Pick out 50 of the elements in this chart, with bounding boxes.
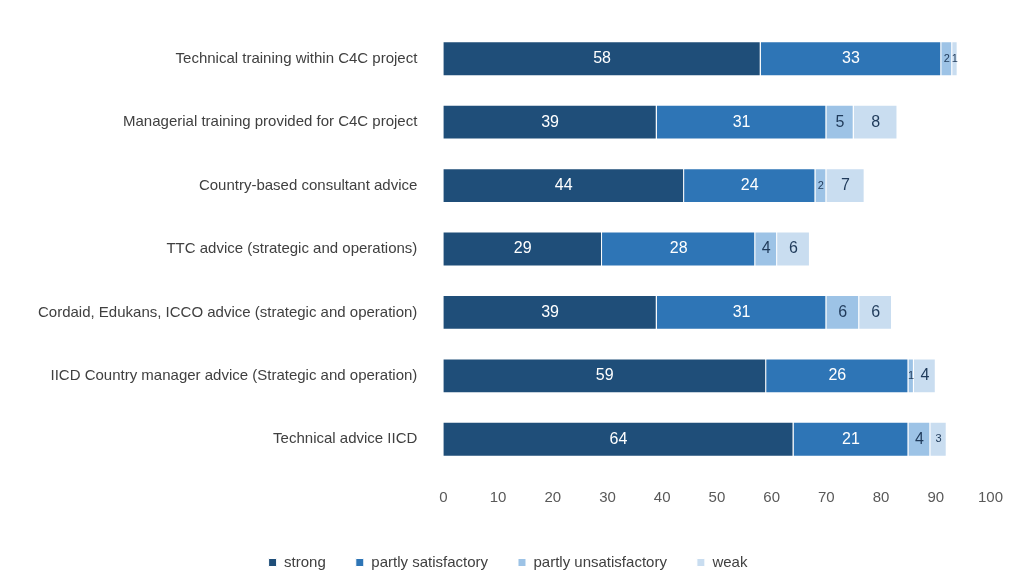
- y-tick-label: Technical training within C4C project: [175, 48, 419, 66]
- data-label: 6: [871, 302, 881, 320]
- x-tick-label: 0: [439, 488, 448, 506]
- legend-label: partly satisfactory: [371, 552, 489, 570]
- x-tick-label: 30: [599, 488, 616, 506]
- legend-label: partly unsatisfactory: [533, 552, 668, 570]
- data-label: 1: [951, 51, 958, 64]
- data-label: 26: [828, 366, 847, 384]
- x-tick-label: 90: [927, 488, 945, 506]
- data-label: 39: [541, 112, 560, 130]
- x-tick-label: 60: [763, 488, 780, 506]
- x-tick-label: 10: [489, 488, 507, 506]
- legend-label: weak: [711, 552, 748, 570]
- x-tick-label: 50: [708, 488, 726, 506]
- y-tick-label: Managerial training provided for C4C project: [123, 112, 419, 130]
- data-label: 29: [513, 239, 532, 257]
- y-tick-label: TTC advice (strategic and operations): [166, 239, 418, 257]
- x-tick-label: 40: [653, 488, 671, 506]
- legend-label: strong: [284, 552, 326, 570]
- data-label: 5: [835, 112, 845, 130]
- data-label: 21: [842, 429, 860, 447]
- y-tick-label: IICD Country manager advice (Strategic and operation): [50, 366, 418, 383]
- data-label: 33: [842, 49, 860, 67]
- data-label: 7: [841, 175, 851, 193]
- data-label: 6: [789, 239, 799, 257]
- x-tick-label: 70: [818, 488, 835, 506]
- x-tick-label: 100: [977, 488, 1003, 506]
- data-label: 31: [732, 302, 751, 320]
- x-tick-label: 80: [872, 488, 890, 506]
- data-label: 44: [554, 175, 573, 193]
- data-label: 1: [908, 368, 915, 381]
- data-label: 8: [871, 112, 881, 130]
- data-label: 39: [541, 302, 560, 320]
- data-label: 2: [817, 178, 824, 191]
- data-label: 2: [943, 51, 950, 64]
- data-label: 4: [761, 239, 771, 257]
- y-tick-label: Technical advice IICD: [273, 429, 418, 447]
- data-label: 24: [740, 175, 759, 193]
- data-label: 64: [609, 429, 628, 447]
- x-tick-label: 20: [544, 488, 562, 506]
- data-label: 3: [935, 432, 942, 445]
- data-label: 58: [593, 49, 612, 67]
- data-label: 59: [595, 366, 614, 384]
- y-tick-label: Cordaid, Edukans, ICCO advice (strategic and operation): [38, 302, 418, 320]
- data-label: 4: [920, 366, 930, 384]
- data-label: 6: [838, 302, 848, 320]
- data-label: 28: [669, 239, 688, 257]
- y-tick-label: Country-based consultant advice: [198, 175, 418, 193]
- data-label: 31: [732, 112, 751, 130]
- data-label: 4: [914, 429, 924, 447]
